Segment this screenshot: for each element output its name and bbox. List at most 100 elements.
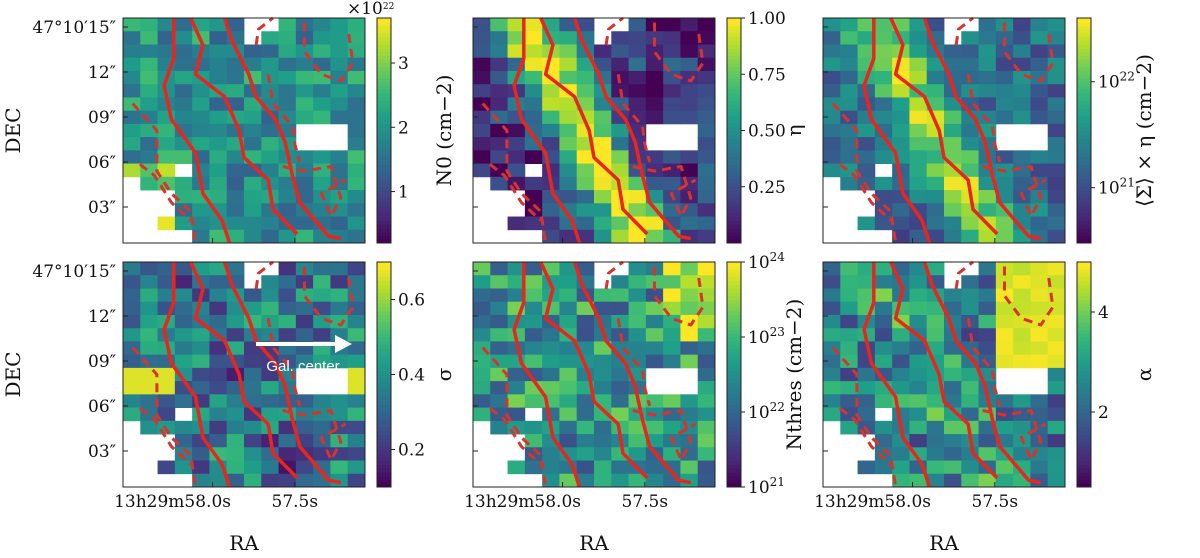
heatmap-cell (330, 314, 349, 329)
heatmap-cell (490, 314, 508, 329)
heatmap-cell (347, 407, 366, 422)
heatmap-cell (278, 314, 297, 329)
heatmap-cell (295, 314, 314, 329)
heatmap-cell (1013, 460, 1031, 475)
heatmap-cell (507, 18, 526, 32)
colorbar-segment (727, 141, 741, 146)
heatmap-cell (892, 84, 910, 98)
heatmap-cell (157, 123, 176, 138)
panel-frame (122, 17, 366, 244)
heatmap-cell (123, 288, 141, 303)
colorbar-label: Nthres (cm−2) (782, 299, 806, 451)
colorbar-segment (377, 179, 391, 184)
heatmap-cell (473, 354, 491, 369)
heatmap-cell (244, 229, 262, 244)
heatmap-cell (559, 190, 578, 204)
heatmap-cell (1047, 262, 1066, 276)
heatmap-cell (140, 176, 158, 191)
heatmap-cell (840, 275, 858, 289)
heatmap-cell (663, 18, 681, 32)
heatmap-cell (473, 288, 491, 303)
ra-tick-label: 13h29m58.0s (814, 492, 931, 512)
heatmap-cell (680, 314, 699, 329)
heatmap-cell (278, 18, 297, 32)
heatmap-cell (123, 44, 141, 59)
heatmap-cell (840, 341, 858, 356)
heatmap-cell (594, 203, 612, 217)
colorbar-segment (377, 40, 391, 45)
heatmap-cell (874, 190, 893, 204)
heatmap-cell (995, 288, 1014, 303)
heatmap-cell (874, 275, 893, 289)
colorbar-segment (727, 220, 741, 225)
heatmap-cell (140, 262, 158, 276)
heatmap-cell (123, 70, 141, 85)
colorbar-segment (727, 370, 741, 375)
ra-tick-label: 13h29m58.0s (114, 492, 231, 512)
colorbar-segment (1077, 198, 1091, 203)
heatmap-cell (123, 57, 141, 72)
colorbar-segment (1077, 25, 1091, 30)
colorbar-tick-label: 1021 (748, 475, 785, 498)
colorbar-segment (727, 438, 741, 443)
heatmap-cell (628, 97, 647, 112)
colorbar-segment (377, 44, 391, 49)
heatmap-cell (594, 176, 612, 191)
heatmap-cell (874, 301, 893, 316)
heatmap-cell (1047, 57, 1066, 72)
heatmap-cell (524, 203, 543, 217)
heatmap-cell (524, 70, 543, 85)
heatmap-cell (278, 110, 297, 125)
colorbar-segment (377, 145, 391, 150)
heatmap-cell (874, 394, 893, 408)
heatmap-cell (209, 354, 228, 369)
heatmap-cell (594, 473, 612, 488)
colorbar-segment (727, 307, 741, 312)
heatmap-cell (961, 367, 979, 382)
panel-frame (472, 261, 716, 488)
heatmap-cell (978, 44, 997, 59)
colorbar-segment (727, 277, 741, 282)
colorbar-segment (727, 33, 741, 38)
contour-dashed (131, 102, 198, 244)
colorbar-segment (377, 382, 391, 387)
colorbar-segment (727, 393, 741, 398)
heatmap-cell (961, 31, 979, 45)
colorbar-segment (377, 156, 391, 161)
heatmap-cell (680, 460, 699, 475)
colorbar-segment (377, 126, 391, 131)
heatmap-cell (473, 57, 491, 72)
heatmap-cell (347, 123, 366, 138)
heatmap-cell (490, 328, 508, 342)
heatmap-cell (892, 216, 910, 231)
heatmap-cell (347, 18, 366, 32)
heatmap-cell (995, 354, 1014, 369)
heatmap-cell (261, 288, 279, 303)
heatmap-cell (330, 216, 349, 231)
heatmap-cell (244, 57, 262, 72)
contour-dashed (632, 165, 697, 218)
heatmap-cell (995, 328, 1014, 342)
heatmap-cell (645, 84, 664, 98)
heatmap-cell (1013, 407, 1031, 422)
heatmap-cell (663, 70, 681, 85)
heatmap-cell (330, 57, 349, 72)
colorbar-segment (727, 303, 741, 308)
heatmap-cell (926, 420, 945, 435)
heatmap-cell (524, 97, 543, 112)
heatmap-cell (123, 407, 141, 422)
colorbar-tick-label: 2 (398, 118, 409, 138)
heatmap-cell (524, 301, 543, 316)
heatmap-cell (823, 137, 841, 151)
colorbar-segment (1077, 33, 1091, 38)
heatmap-cell (628, 434, 647, 448)
heatmap-cell (594, 44, 612, 59)
heatmap-cell (559, 301, 578, 316)
panel-eta (472, 16, 716, 244)
colorbar-tick-label: 1 (398, 183, 409, 203)
heatmap-cell (628, 288, 647, 303)
heatmap-cell (157, 367, 176, 382)
colorbar-segment (377, 194, 391, 199)
heatmap-cell (840, 354, 858, 369)
colorbar-segment (1077, 209, 1091, 214)
